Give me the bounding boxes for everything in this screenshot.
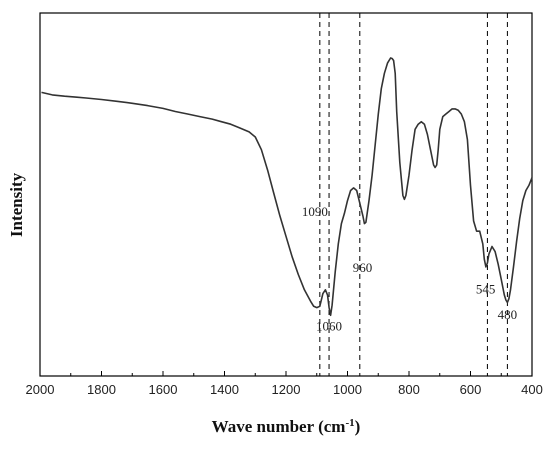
x-tick-label: 1800 [87,382,116,397]
x-tick-label: 1600 [149,382,178,397]
spectrum-line [41,57,533,317]
x-axis-tick-labels: 2000 1800 1600 1400 1200 1000 800 600 400 [26,382,543,397]
x-axis-title: Wave number (cm-1) [212,417,361,436]
x-tick-label: 1000 [333,382,362,397]
y-axis-title: Intensity [7,172,26,237]
x-tick-label: 400 [521,382,543,397]
x-tick-label: 2000 [26,382,55,397]
x-tick-label: 600 [460,382,482,397]
x-axis-ticks [39,371,533,376]
reference-lines [319,13,508,376]
peak-label-960: 960 [353,260,373,275]
peak-label-1090: 1090 [302,204,328,219]
x-tick-label: 1400 [210,382,239,397]
peak-label-545: 545 [476,282,496,297]
plot-frame [39,12,533,377]
x-tick-label: 1200 [272,382,301,397]
x-tick-label: 800 [398,382,420,397]
peak-label-1060: 1060 [316,319,342,334]
peak-label-480: 480 [498,307,518,322]
